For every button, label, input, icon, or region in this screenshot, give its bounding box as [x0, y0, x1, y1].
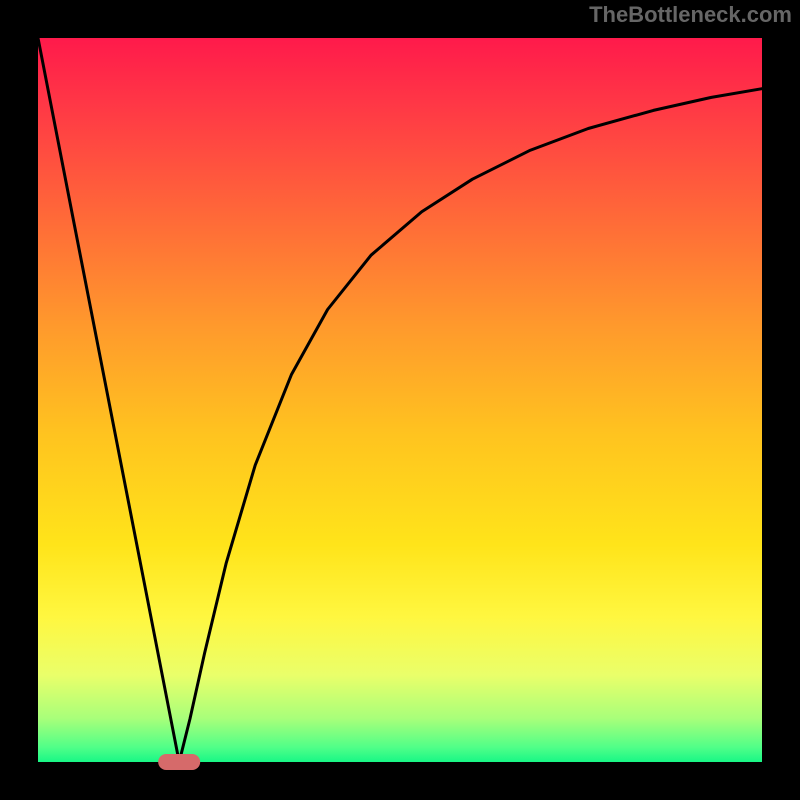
chart-svg — [0, 0, 800, 800]
dip-marker — [158, 754, 200, 770]
chart-container: TheBottleneck.com — [0, 0, 800, 800]
watermark-text: TheBottleneck.com — [589, 2, 792, 28]
plot-area — [38, 38, 762, 762]
